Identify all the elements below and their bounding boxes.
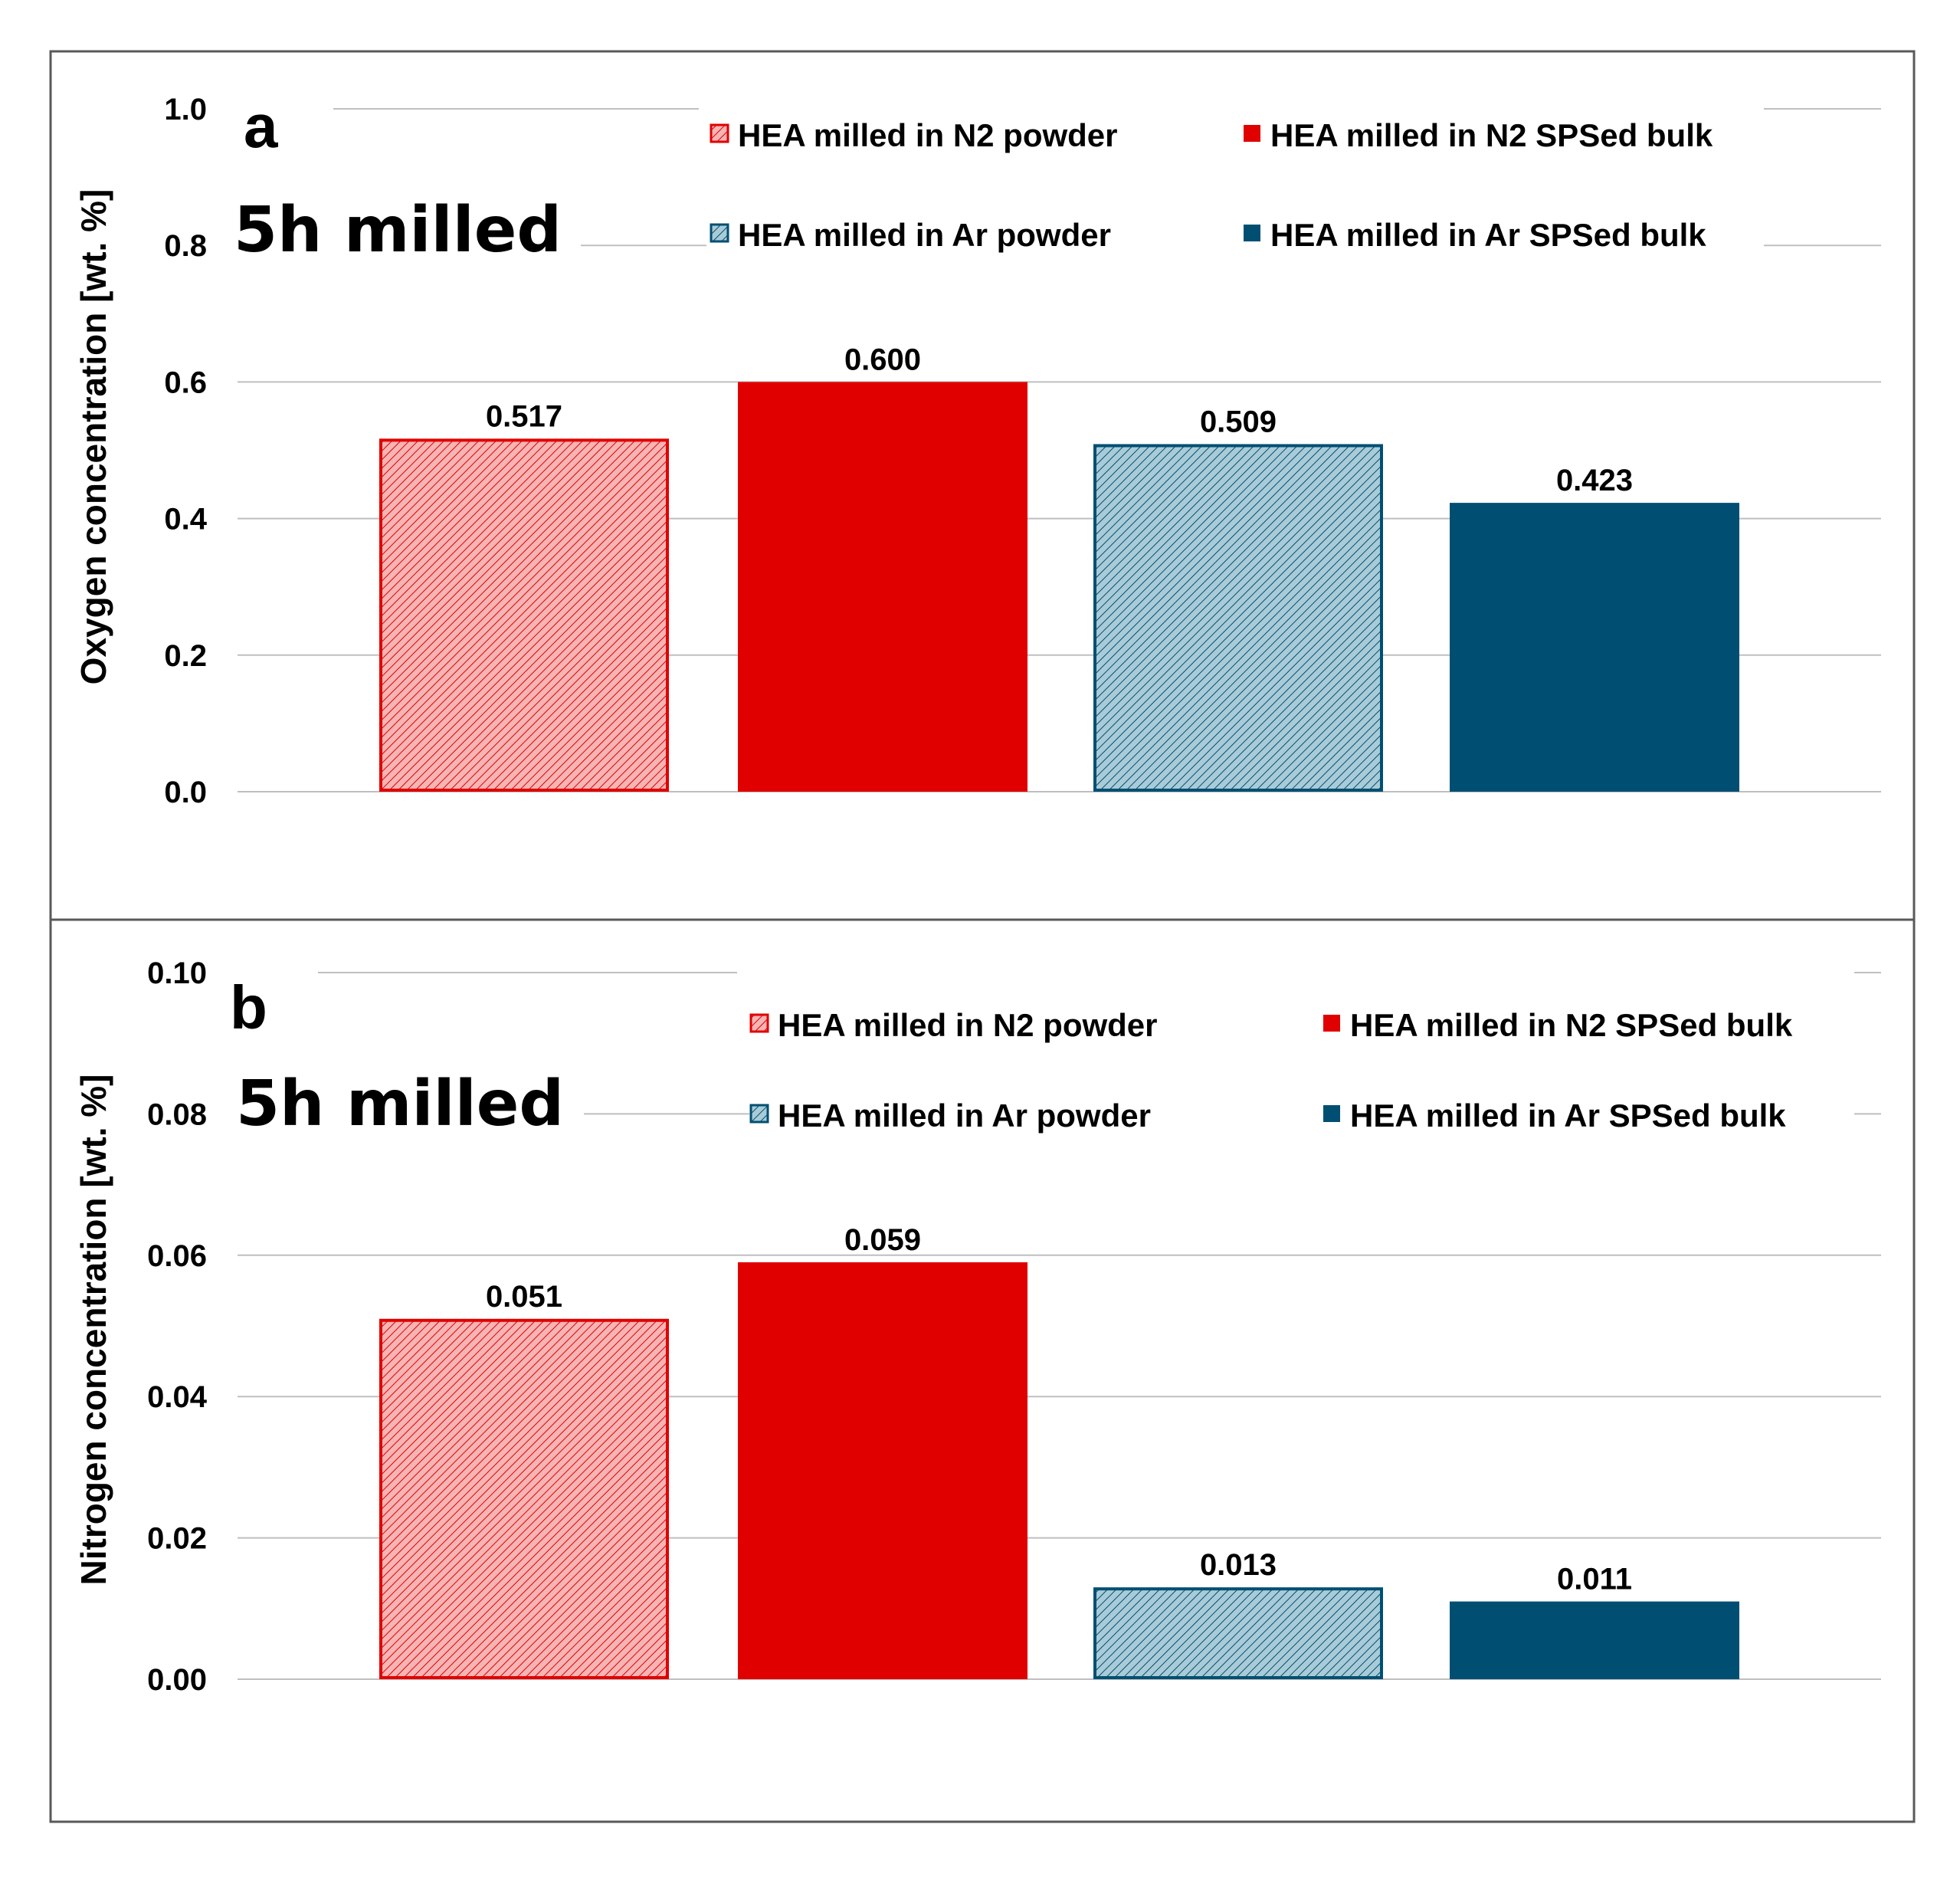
data-label-ar-powder: 0.509	[1200, 405, 1277, 438]
panel-a-y-ticks: 0.0 0.2 0.4 0.6 0.8 1.0	[164, 93, 207, 809]
legend-entry-n2-bulk: HEA milled in N2 SPSed bulk	[1270, 117, 1713, 153]
legend-entry-ar-powder: HEA milled in Ar powder	[738, 217, 1111, 253]
data-label-ar-bulk: 0.423	[1556, 464, 1633, 497]
y-tick-label: 0.04	[147, 1380, 208, 1414]
y-tick-label: 0.0	[164, 776, 207, 809]
legend-marker-n2-powder	[710, 123, 729, 143]
panel-a-data-labels: 0.517 0.600 0.509 0.423	[486, 343, 1633, 497]
panel-b-legend: HEA milled in N2 powder HEA milled in N2 …	[749, 1007, 1793, 1134]
panel-a-annotation: 5h milled	[234, 194, 562, 267]
panel-a-oxygen-chart: 0.00.20.40.60.81.0 0.5170.6000.5090.423 …	[49, 50, 1916, 921]
legend-marker-ar-powder	[710, 223, 729, 243]
y-tick-label: 1.0	[164, 93, 207, 126]
bar-ar-bulk	[1450, 1601, 1739, 1679]
data-label-ar-powder: 0.013	[1200, 1548, 1277, 1582]
panel-b-annotation: 5h milled	[236, 1068, 564, 1140]
legend-marker-ar-bulk	[1244, 225, 1260, 241]
panel-b-bars	[379, 1262, 1739, 1680]
legend-marker-ar-powder	[749, 1104, 769, 1124]
y-tick-label: 0.08	[147, 1097, 207, 1131]
y-tick-label: 0.02	[147, 1522, 207, 1556]
data-label-ar-bulk: 0.011	[1557, 1563, 1632, 1596]
bar-ar-bulk	[1450, 503, 1739, 792]
y-tick-label: 0.06	[147, 1239, 207, 1273]
panel-b-y-ticks: 0.00 0.02 0.04 0.06 0.08 0.10	[147, 956, 208, 1697]
panel-a-letter: a	[244, 92, 278, 160]
bar-ar-powder	[1093, 444, 1383, 792]
legend-entry-ar-bulk: HEA milled in Ar SPSed bulk	[1350, 1097, 1786, 1134]
panel-a-bars	[379, 382, 1739, 792]
legend-entry-n2-powder: HEA milled in N2 powder	[738, 117, 1118, 153]
y-tick-label: 0.00	[147, 1663, 207, 1697]
y-tick-label: 0.6	[164, 366, 207, 399]
legend-marker-n2-bulk	[1323, 1015, 1340, 1032]
legend-marker-n2-powder	[749, 1013, 769, 1033]
y-tick-label: 0.2	[164, 639, 207, 673]
panel-b-nitrogen-chart: 0.00 0.02 0.04 0.06 0.08 0.10 0.051 0.059 0.013…	[49, 918, 1916, 1823]
panel-b-y-axis-title: Nitrogen concentration [wt. %]	[74, 1075, 113, 1586]
data-label-n2-powder: 0.051	[486, 1280, 562, 1314]
bar-ar-powder	[1093, 1587, 1383, 1679]
y-tick-label: 0.4	[164, 503, 207, 536]
legend-entry-n2-powder: HEA milled in N2 powder	[778, 1007, 1158, 1043]
panel-b-data-labels: 0.051 0.059 0.013 0.011	[486, 1223, 1632, 1596]
panel-a-y-axis-title: Oxygen concentration [wt. %]	[74, 189, 113, 685]
legend-entry-ar-bulk: HEA milled in Ar SPSed bulk	[1270, 217, 1706, 253]
data-label-n2-bulk: 0.600	[844, 343, 921, 376]
bar-n2-powder	[379, 1318, 669, 1680]
legend-entry-n2-bulk: HEA milled in N2 SPSed bulk	[1350, 1007, 1793, 1043]
legend-entry-ar-powder: HEA milled in Ar powder	[778, 1097, 1151, 1134]
bar-n2-bulk	[738, 382, 1028, 792]
legend-marker-ar-bulk	[1323, 1105, 1340, 1122]
y-tick-label: 0.8	[164, 229, 207, 263]
panel-b-letter: b	[230, 973, 267, 1042]
bar-n2-powder	[379, 438, 669, 792]
data-label-n2-powder: 0.517	[486, 399, 562, 433]
data-label-n2-bulk: 0.059	[844, 1223, 921, 1257]
legend-marker-n2-bulk	[1244, 125, 1260, 142]
bar-n2-bulk	[738, 1262, 1028, 1679]
y-tick-label: 0.10	[147, 956, 207, 990]
panel-a-legend: HEA milled in N2 powder HEA milled in N2 …	[710, 117, 1713, 253]
